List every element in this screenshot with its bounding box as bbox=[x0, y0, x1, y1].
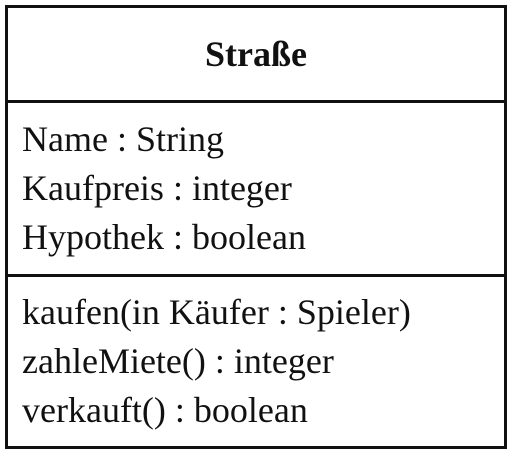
operation-zahle-miete: zahleMiete() : integer bbox=[22, 341, 334, 381]
attribute-hypothek: Hypothek : boolean bbox=[22, 217, 306, 257]
class-name: Straße bbox=[8, 8, 504, 103]
attribute-kaufpreis: Kaufpreis : integer bbox=[22, 168, 292, 208]
operations-compartment: kaufen(in Käufer : Spieler) zahleMiete()… bbox=[8, 277, 504, 443]
uml-class-box: Straße Name : String Kaufpreis : integer… bbox=[5, 5, 507, 449]
operation-verkauft: verkauft() : boolean bbox=[22, 390, 308, 430]
operation-kaufen: kaufen(in Käufer : Spieler) bbox=[22, 292, 411, 332]
attributes-compartment: Name : String Kaufpreis : integer Hypoth… bbox=[8, 103, 504, 277]
attribute-name: Name : String bbox=[22, 119, 224, 159]
